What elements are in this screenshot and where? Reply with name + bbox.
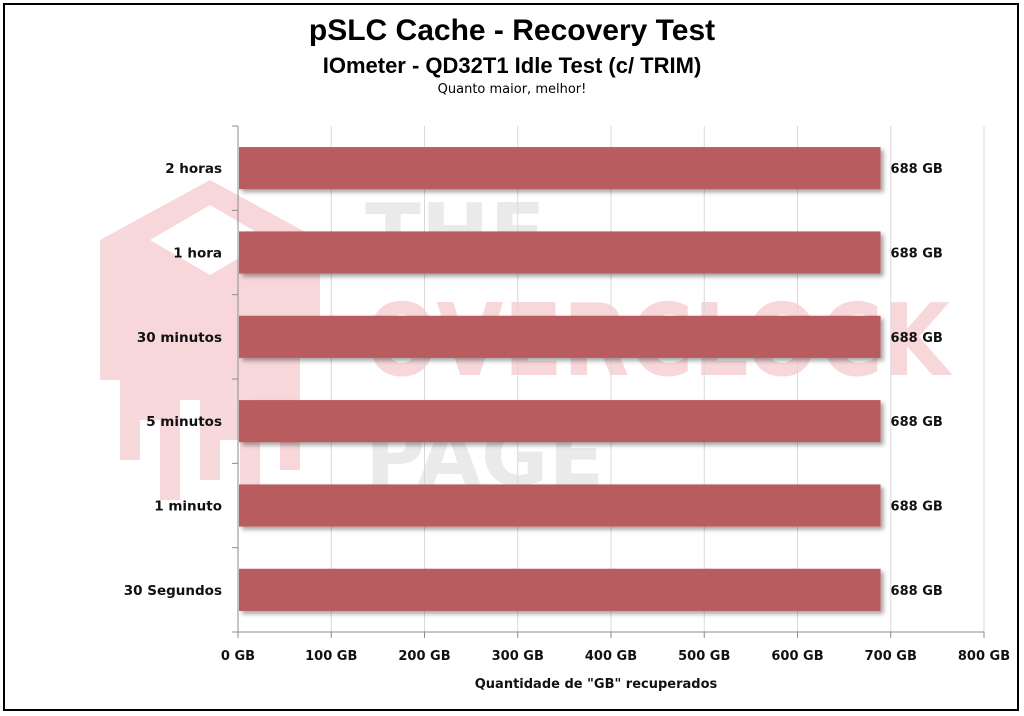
x-tick-label-3: 300 GB bbox=[492, 649, 544, 664]
category-label-2: 30 minutos bbox=[137, 330, 222, 346]
chart-subtitle: IOmeter - QD32T1 Idle Test (c/ TRIM) bbox=[322, 53, 702, 78]
labels-group: 0 GB 100 GB 200 GB 300 GB 400 GB 500 GB 600 GB… bbox=[124, 161, 1010, 664]
x-tick-label-5: 500 GB bbox=[678, 649, 730, 664]
bar-0 bbox=[239, 147, 881, 190]
chart-note: Quanto maior, melhor! bbox=[437, 82, 587, 97]
category-label-5: 30 Segundos bbox=[124, 583, 222, 599]
value-label-0: 688 GB bbox=[891, 162, 943, 177]
category-label-1: 1 hora bbox=[173, 246, 222, 262]
x-tick-label-1: 100 GB bbox=[305, 649, 357, 664]
x-tick-label-0: 0 GB bbox=[221, 649, 255, 664]
x-tick-label-8: 800 GB bbox=[958, 649, 1010, 664]
value-label-2: 688 GB bbox=[891, 331, 943, 346]
x-axis-title: Quantidade de "GB" recuperados bbox=[475, 677, 718, 692]
bar-4 bbox=[239, 484, 881, 527]
axes bbox=[232, 125, 985, 638]
value-label-1: 688 GB bbox=[891, 247, 943, 262]
value-label-5: 688 GB bbox=[891, 584, 943, 599]
bar-3 bbox=[239, 400, 881, 443]
bars-group bbox=[239, 147, 881, 611]
value-label-3: 688 GB bbox=[891, 415, 943, 430]
bar-2 bbox=[239, 315, 881, 358]
category-label-3: 5 minutos bbox=[146, 414, 222, 430]
category-label-0: 2 horas bbox=[165, 161, 222, 177]
x-tick-label-2: 200 GB bbox=[398, 649, 450, 664]
bar-1 bbox=[239, 231, 881, 274]
value-label-4: 688 GB bbox=[891, 500, 943, 515]
bar-5 bbox=[239, 568, 881, 611]
chart-title: pSLC Cache - Recovery Test bbox=[308, 14, 716, 47]
category-label-4: 1 minuto bbox=[154, 499, 222, 515]
x-tick-label-7: 700 GB bbox=[865, 649, 917, 664]
gridlines bbox=[330, 126, 985, 632]
x-tick-label-6: 600 GB bbox=[771, 649, 823, 664]
x-tick-label-4: 400 GB bbox=[585, 649, 637, 664]
